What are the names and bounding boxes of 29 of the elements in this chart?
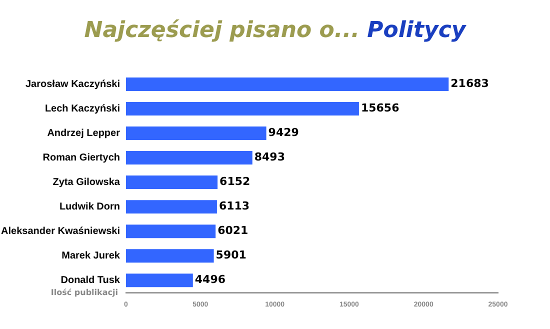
y-tick-label: Ludwik Dorn (59, 202, 120, 213)
bar (126, 249, 214, 263)
bar (126, 126, 266, 140)
x-axis-title: Ilość publikacji (50, 288, 118, 297)
bar (126, 224, 216, 238)
data-label: 8493 (254, 150, 285, 164)
data-label: 6113 (218, 200, 250, 213)
y-tick-label: Jarosław Kaczyński (26, 79, 120, 90)
y-tick-label: Marek Jurek (62, 250, 120, 262)
data-label: 4496 (194, 273, 226, 286)
bar (126, 102, 359, 116)
data-label: 15656 (360, 102, 400, 115)
bar (126, 274, 193, 288)
y-tick-label: Lech Kaczyński (44, 104, 120, 115)
bar (126, 176, 218, 190)
data-label: 9429 (268, 126, 299, 140)
y-tick-label: Aleksander Kwaśniewski (1, 226, 120, 238)
data-label: 5901 (216, 248, 246, 262)
y-tick-label: Andrzej Lepper (47, 128, 120, 140)
bar (126, 78, 449, 91)
y-tick-label: Roman Giertych (42, 152, 120, 164)
data-label: 6152 (220, 175, 250, 188)
bar (126, 200, 217, 214)
y-tick-label: Donald Tusk (60, 275, 120, 286)
data-label: 6021 (218, 224, 248, 238)
bar (126, 151, 252, 165)
chart-title: Najczęściej pisano o... Politycy (84, 18, 466, 43)
y-tick-label: Zyta Gilowska (52, 177, 120, 188)
data-label: 21683 (450, 77, 489, 90)
